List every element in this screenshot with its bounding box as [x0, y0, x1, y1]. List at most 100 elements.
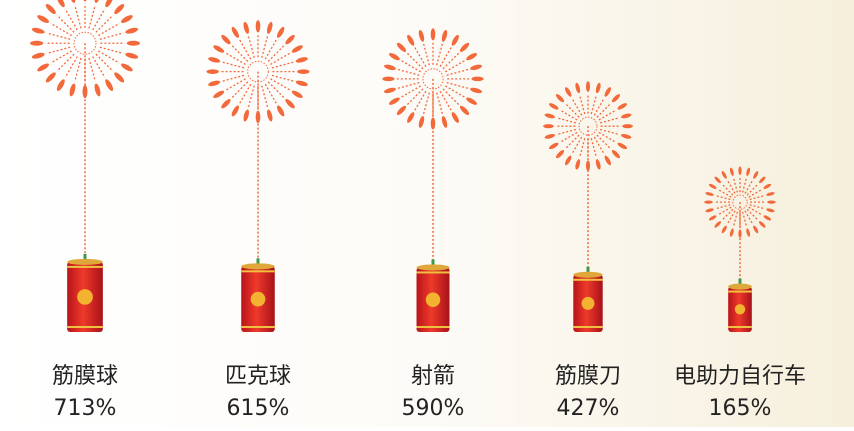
- firework-spark: [291, 90, 303, 99]
- firework-ray: [596, 134, 612, 150]
- firework-spark: [622, 124, 633, 129]
- cracker-band: [728, 326, 752, 328]
- firework-spark: [418, 116, 425, 128]
- firework-ray: [99, 46, 124, 55]
- firework-spark: [114, 72, 125, 83]
- firework-spark: [37, 15, 49, 23]
- firework-spark: [766, 208, 775, 213]
- firework-spark: [126, 40, 140, 46]
- firework-ray: [741, 211, 748, 228]
- firework-ray: [50, 22, 72, 37]
- firework-spark: [266, 21, 273, 34]
- firework-spark: [208, 57, 221, 63]
- firework-spark: [94, 83, 101, 97]
- firework-spark: [105, 0, 114, 8]
- firework-ray: [64, 56, 78, 78]
- category-label: 筋膜球: [52, 364, 118, 389]
- firework-spark: [763, 183, 772, 189]
- firework-spark: [471, 76, 484, 82]
- firework-ray: [56, 14, 75, 33]
- firework-ray: [590, 138, 598, 158]
- firework-ray: [721, 208, 734, 221]
- firework-ray: [99, 32, 124, 40]
- firework-spark: [620, 134, 632, 139]
- firework-spark: [125, 52, 139, 59]
- cracker-band: [67, 265, 103, 268]
- cracker-emblem: [425, 292, 441, 307]
- firework-spark: [565, 155, 572, 166]
- firework-ray: [559, 131, 578, 143]
- firework-ray: [74, 57, 82, 82]
- firework-ray: [741, 177, 748, 193]
- firework-spark: [611, 150, 621, 159]
- firework-ray: [732, 177, 739, 193]
- firework-spark: [441, 29, 448, 42]
- firework-spark: [206, 69, 219, 74]
- firework-spark: [389, 52, 400, 61]
- firework-spark: [451, 112, 459, 123]
- firework-spark: [295, 57, 308, 63]
- cracker-top: [416, 264, 450, 271]
- firework-ray: [564, 134, 580, 150]
- cracker-emblem: [250, 291, 266, 307]
- firework-ray: [88, 4, 96, 29]
- firework-ray: [56, 53, 75, 72]
- firework: [704, 166, 776, 238]
- firework-ray: [748, 206, 763, 216]
- firework-spark: [121, 15, 133, 23]
- firework-ray: [50, 50, 72, 64]
- firework: [543, 81, 633, 172]
- firework-ray: [714, 194, 731, 201]
- firework-spark: [285, 99, 295, 109]
- firework-spark: [213, 90, 225, 99]
- firework-spark: [208, 80, 221, 87]
- firework-ray: [564, 102, 580, 118]
- firework-spark: [466, 97, 477, 105]
- firework-spark: [705, 192, 714, 196]
- firework-spark: [384, 87, 396, 94]
- firework-spark: [45, 72, 56, 83]
- cracker-band: [573, 278, 603, 281]
- cracker-top: [241, 263, 275, 270]
- firework-spark: [291, 45, 303, 53]
- cracker-emblem: [734, 304, 746, 315]
- firework-spark: [548, 103, 559, 110]
- cracker-emblem: [581, 296, 595, 310]
- firework-ray: [726, 179, 736, 194]
- firework-spark: [396, 105, 407, 116]
- firework-spark: [595, 82, 601, 94]
- firework-spark: [441, 116, 448, 128]
- firework-spark: [738, 166, 742, 175]
- firework-spark: [295, 80, 308, 87]
- firework-ray: [749, 204, 766, 210]
- cracker-band: [416, 326, 450, 328]
- firework-spark: [470, 64, 482, 71]
- value-label: 165%: [709, 396, 772, 421]
- firework-ray: [744, 179, 754, 194]
- cracker-emblem: [77, 289, 93, 305]
- firework-core: [247, 60, 269, 83]
- firework-spark: [407, 112, 415, 123]
- firework-spark: [721, 171, 727, 179]
- firework-spark: [430, 117, 436, 130]
- firework-spark: [382, 76, 395, 82]
- firework-ray: [578, 138, 586, 158]
- firework-ray: [92, 8, 106, 31]
- firework-spark: [69, 83, 76, 97]
- firework-spark: [297, 69, 310, 74]
- firework-ray: [726, 210, 736, 225]
- firework-spark: [763, 215, 772, 221]
- firework-spark: [276, 26, 285, 38]
- firework-spark: [617, 103, 628, 110]
- cracker-top: [573, 271, 603, 278]
- firework-ray: [598, 131, 617, 143]
- category-label: 射箭: [411, 364, 455, 389]
- fuse: [586, 266, 590, 275]
- firework-spark: [276, 105, 285, 117]
- firework-spark: [708, 215, 717, 221]
- firework-spark: [766, 192, 775, 196]
- firework-spark: [555, 150, 565, 159]
- firework-core: [578, 116, 598, 136]
- firework: [382, 28, 484, 130]
